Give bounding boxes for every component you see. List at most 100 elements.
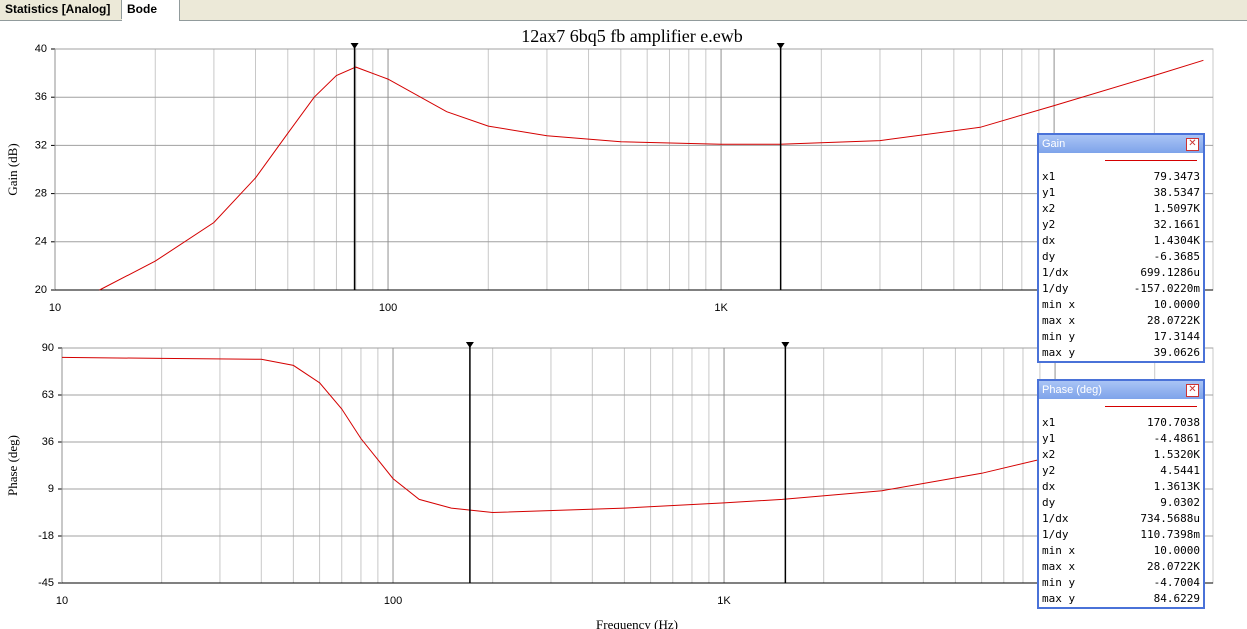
readout-label: 1/dy [1042, 528, 1069, 541]
readout-value: -4.4861 [1153, 432, 1200, 445]
readout-label: 1/dx [1042, 266, 1069, 279]
readout-panel: Phase (deg) ✕ x1 170.7038 y1 -4.4861 x2 1.5320K… [1037, 379, 1205, 609]
readout-label: y1 [1042, 186, 1056, 199]
chart-title: 12ax7 6bq5 fb amplifier e.ewb [521, 26, 742, 46]
readout-value: 38.5347 [1153, 186, 1200, 199]
readout-label: x1 [1042, 170, 1056, 183]
readout-row: y2 4.5441 [1039, 463, 1203, 479]
readout-value: 79.3473 [1153, 170, 1200, 183]
y-tick-label: -18 [38, 530, 54, 542]
readout-label: max x [1042, 560, 1076, 573]
y-tick-label: 63 [42, 389, 54, 401]
legend-swatch [1105, 160, 1197, 161]
readout-row: max x 28.0722K [1039, 559, 1203, 575]
legend-swatch [1105, 406, 1197, 407]
readout-value: -6.3685 [1153, 250, 1200, 263]
y-tick-label: 40 [35, 43, 47, 55]
readout-label: x2 [1042, 448, 1056, 461]
line-series [99, 59, 1204, 291]
y-tick-label: 20 [35, 284, 47, 296]
readout-value: 699.1286u [1140, 266, 1200, 279]
readout-label: y1 [1042, 432, 1056, 445]
readout-row: max y 84.6229 [1039, 591, 1203, 607]
readout-value: 84.6229 [1153, 592, 1200, 605]
readout-value: 110.7398m [1140, 528, 1200, 541]
cursor-handle [781, 342, 790, 348]
readout-row: y2 32.1661 [1039, 217, 1203, 233]
panel-title-text: Phase (deg) [1042, 384, 1102, 396]
readout-value: 4.5441 [1160, 464, 1200, 477]
x-tick-label: 1K [717, 595, 731, 607]
panel-title-text: Gain [1042, 138, 1066, 150]
readout-value: 9.0302 [1160, 496, 1200, 509]
readout-row: dy -6.3685 [1039, 249, 1203, 265]
readout-row: x2 1.5320K [1039, 447, 1203, 463]
x-tick-label: 100 [384, 595, 402, 607]
readout-value: 734.5688u [1140, 512, 1200, 525]
tab[interactable]: Bode [122, 0, 180, 21]
cursor-handle [465, 342, 474, 348]
readout-label: min y [1042, 576, 1076, 589]
x-tick-label: 10 [56, 595, 68, 607]
readout-row: y1 -4.4861 [1039, 431, 1203, 447]
readout-value: 28.0722K [1147, 560, 1200, 573]
readout-row: max x 28.0722K [1039, 313, 1203, 329]
x-tick-label: 100 [379, 302, 397, 314]
tab-bar: Statistics [Analog] Bode [0, 0, 1247, 21]
readout-value: -4.7004 [1153, 576, 1200, 589]
readout-row: min y -4.7004 [1039, 575, 1203, 591]
readout-row: x1 79.3473 [1039, 169, 1203, 185]
readout-label: min x [1042, 544, 1076, 557]
readout-label: y2 [1042, 464, 1056, 477]
y-tick-label: 36 [35, 91, 47, 103]
x-tick-label: 1K [714, 302, 728, 314]
readout-panel: Gain ✕ x1 79.3473 y1 38.5347 x2 1.5097K y2 32.166… [1037, 133, 1205, 363]
readout-label: min y [1042, 330, 1076, 343]
readout-value: -157.0220m [1133, 282, 1200, 295]
readout-row: min y 17.3144 [1039, 329, 1203, 345]
readout-row: 1/dy 110.7398m [1039, 527, 1203, 543]
readout-row: 1/dx 734.5688u [1039, 511, 1203, 527]
legend-line [1039, 399, 1203, 415]
cursor-handle [776, 43, 785, 49]
x-axis-label: Frequency (Hz) [596, 617, 678, 629]
readout-label: dx [1042, 234, 1056, 247]
readout-value: 1.5097K [1153, 202, 1200, 215]
y-axis-label: Phase (deg) [5, 435, 20, 496]
readout-row: max y 39.0626 [1039, 345, 1203, 361]
y-tick-label: 90 [42, 342, 54, 354]
readout-value: 10.0000 [1153, 544, 1200, 557]
readout-row: min x 10.0000 [1039, 297, 1203, 313]
readout-label: dy [1042, 250, 1056, 263]
readout-label: max y [1042, 592, 1076, 605]
readout-row: x2 1.5097K [1039, 201, 1203, 217]
readout-row: dy 9.0302 [1039, 495, 1203, 511]
readout-label: x2 [1042, 202, 1056, 215]
y-tick-label: 9 [48, 483, 54, 495]
tab[interactable]: Statistics [Analog] [0, 0, 122, 19]
close-button[interactable]: ✕ [1186, 138, 1199, 151]
readout-row: 1/dy -157.0220m [1039, 281, 1203, 297]
readout-label: max x [1042, 314, 1076, 327]
readout-label: x1 [1042, 416, 1056, 429]
readout-value: 1.5320K [1153, 448, 1200, 461]
x-tick-label: 10 [49, 302, 61, 314]
line-series [61, 356, 1204, 514]
readout-value: 17.3144 [1153, 330, 1200, 343]
readout-row: x1 170.7038 [1039, 415, 1203, 431]
readout-row: 1/dx 699.1286u [1039, 265, 1203, 281]
readout-row: dx 1.3613K [1039, 479, 1203, 495]
y-tick-label: 32 [35, 139, 47, 151]
readout-label: dy [1042, 496, 1056, 509]
panel-title: Gain ✕ [1039, 135, 1203, 153]
y-tick-label: 24 [35, 236, 47, 248]
y-axis-label: Gain (dB) [5, 143, 20, 195]
legend-line [1039, 153, 1203, 169]
close-button[interactable]: ✕ [1186, 384, 1199, 397]
y-tick-label: 36 [42, 436, 54, 448]
y-tick-label: 28 [35, 188, 47, 200]
y-tick-label: -45 [38, 577, 54, 589]
readout-value: 1.4304K [1153, 234, 1200, 247]
